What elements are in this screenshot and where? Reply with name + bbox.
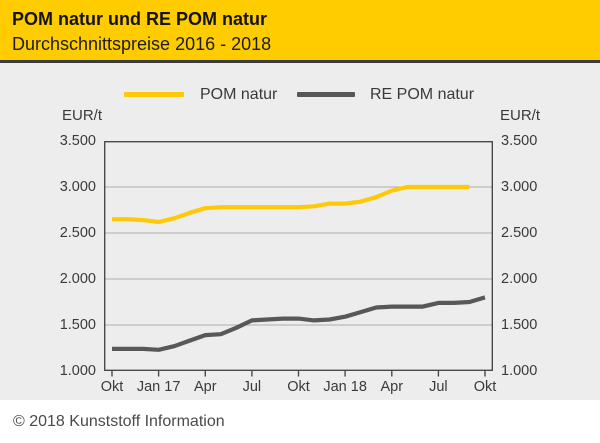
legend-swatch-pom-natur	[124, 92, 184, 97]
y-tick-label: 3.000	[501, 179, 538, 195]
header: POM natur und RE POM natur Durchschnitts…	[0, 0, 600, 63]
x-tick-label: Jan 17	[136, 379, 181, 395]
y-tick-label: 3.500	[59, 133, 96, 149]
plot-border	[104, 141, 493, 372]
x-axis-labels: Okt Jan 17 Apr Jul Okt Jan 18 Apr Jul Okt	[0, 63, 600, 400]
plot-area	[104, 141, 493, 377]
y-tick-label: 1.500	[501, 317, 538, 333]
y-tick-label: 2.500	[59, 225, 96, 241]
y-tick-label: 3.500	[501, 133, 538, 149]
legend-label-re-pom-natur: RE POM natur	[370, 86, 475, 103]
y-tick-label: 1.000	[59, 363, 96, 379]
chart-section: POM natur RE POM natur EUR/t EUR/t 3.500…	[0, 63, 600, 400]
copyright-text: © 2018 Kunststoff Information	[13, 413, 225, 430]
legend-label-pom-natur: POM natur	[200, 86, 278, 103]
footer: © 2018 Kunststoff Information	[0, 400, 600, 443]
y-axis-unit-right: EUR/t	[500, 107, 541, 124]
x-tick-label: Jul	[242, 379, 262, 395]
x-tick-label: Apr	[380, 379, 404, 395]
chart-subtitle: Durchschnittspreise 2016 - 2018	[12, 34, 272, 54]
x-tick-label: Jan 18	[323, 379, 367, 395]
y-tick-label: 2.000	[501, 271, 538, 287]
pom-natur-line	[112, 184, 470, 225]
y-tick-label: 2.000	[59, 271, 96, 287]
y-axis-unit-left: EUR/t	[62, 107, 103, 124]
y-axis-labels-right: 3.500 3.000 2.500 2.000 1.500 1.000	[501, 63, 561, 400]
y-tick-label: 1.500	[59, 317, 96, 333]
y-tick-label: 3.000	[59, 179, 96, 195]
y-axis-labels-left: 3.500 3.000 2.500 2.000 1.500 1.000	[40, 63, 96, 400]
x-tick-label: Okt	[287, 379, 310, 395]
legend-swatch-re-pom-natur	[297, 92, 355, 97]
x-tick-label: Okt	[473, 379, 497, 395]
x-tick-label: Jul	[429, 379, 448, 395]
y-tick-label: 1.000	[501, 363, 538, 379]
x-tick-label: Okt	[100, 379, 124, 395]
chart-title: POM natur und RE POM natur	[12, 9, 267, 29]
x-tick-label: Apr	[193, 379, 217, 395]
y-tick-label: 2.500	[501, 225, 538, 241]
re-pom-natur-line	[112, 295, 486, 352]
